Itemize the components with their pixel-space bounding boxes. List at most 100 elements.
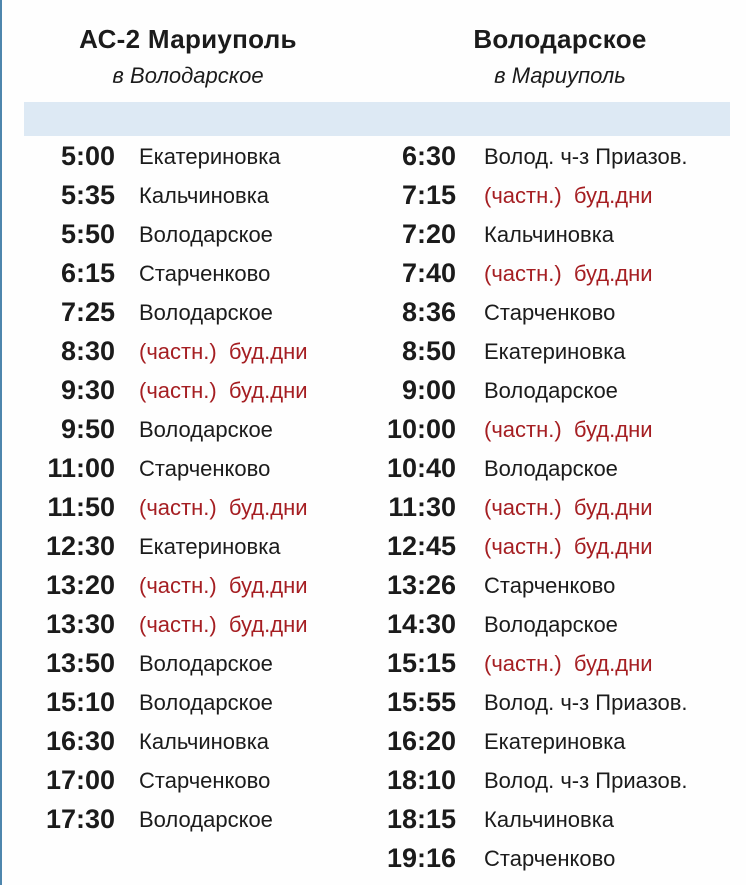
schedule-row: 15:10 Володарское	[2, 683, 374, 722]
schedule-row: 8:30 (частн.) буд.дни	[2, 332, 374, 371]
destination-label: (частн.) буд.дни	[484, 494, 653, 520]
destination-label: Володарское	[139, 221, 273, 247]
return-station-title: Володарское	[473, 24, 647, 54]
schedule-row: 11:50 (частн.) буд.дни	[2, 488, 374, 527]
schedule-row: 7:40 (частн.) буд.дни	[374, 254, 746, 293]
departure-time: 15:55	[386, 687, 456, 717]
departure-time: 6:15	[60, 258, 115, 288]
destination-label: Кальчиновка	[484, 806, 615, 832]
schedule-column-to-mariupol: 6:30 Волод. ч-з Приазов. 7:15 (частн.) б…	[374, 137, 746, 878]
schedule-row: 16:30 Кальчиновка	[2, 722, 374, 761]
destination-label: Володарское	[139, 416, 273, 442]
schedule-row: 15:15 (частн.) буд.дни	[374, 644, 746, 683]
departure-time: 6:30	[401, 141, 456, 171]
destination-label: Кальчиновка	[139, 182, 270, 208]
departure-time: 7:40	[401, 258, 456, 288]
schedule-column-to-volodarske: 5:00 Екатериновка 5:35 Кальчиновка 5:50 …	[2, 137, 374, 878]
departure-time: 11:30	[388, 492, 456, 522]
departure-direction-subtitle: в Володарское	[112, 63, 264, 88]
departure-time: 12:30	[45, 531, 115, 561]
departure-time: 9:50	[60, 414, 115, 444]
header-divider-band	[24, 102, 730, 136]
schedule-row: 12:45 (частн.) буд.дни	[374, 527, 746, 566]
departure-time: 14:30	[386, 609, 456, 639]
schedule-row: 8:36 Старченково	[374, 293, 746, 332]
schedule-row: 18:15 Кальчиновка	[374, 800, 746, 839]
departure-time: 7:25	[60, 297, 115, 327]
schedule-row: 5:50 Володарское	[2, 215, 374, 254]
destination-label: Володарское	[139, 650, 273, 676]
departure-time: 7:15	[401, 180, 456, 210]
destination-label: (частн.) буд.дни	[484, 260, 653, 286]
destination-label: Володарское	[484, 377, 618, 403]
destination-label: Старченково	[484, 845, 616, 871]
departure-time: 13:30	[45, 609, 115, 639]
schedule-row: 5:35 Кальчиновка	[2, 176, 374, 215]
schedule-row: 13:20 (частн.) буд.дни	[2, 566, 374, 605]
header-departure-mariupol: АС-2 Мариуполь в Володарское	[2, 24, 374, 89]
departure-time: 13:20	[45, 570, 115, 600]
destination-label: Екатериновка	[484, 728, 626, 754]
departure-time: 8:50	[401, 336, 456, 366]
destination-label: Волод. ч-з Приазов.	[484, 767, 688, 793]
destination-label: Екатериновка	[139, 533, 281, 559]
destination-label: (частн.) буд.дни	[139, 377, 308, 403]
destination-label: Старченково	[139, 260, 271, 286]
destination-label: Старченково	[139, 455, 271, 481]
departure-time: 7:20	[401, 219, 456, 249]
schedule-row: 10:00 (частн.) буд.дни	[374, 410, 746, 449]
destination-label: (частн.) буд.дни	[139, 572, 308, 598]
return-direction-subtitle: в Мариуполь	[494, 63, 626, 88]
destination-label: Волод. ч-з Приазов.	[484, 689, 688, 715]
schedule-row: 11:30 (частн.) буд.дни	[374, 488, 746, 527]
destination-label: (частн.) буд.дни	[484, 182, 653, 208]
destination-label: Старченково	[484, 572, 616, 598]
departure-time: 10:00	[386, 414, 456, 444]
destination-label: Екатериновка	[139, 143, 281, 169]
schedule-row: 18:10 Волод. ч-з Приазов.	[374, 761, 746, 800]
schedule-row: 12:30 Екатериновка	[2, 527, 374, 566]
schedule-row: 6:30 Волод. ч-з Приазов.	[374, 137, 746, 176]
schedule-row: 7:15 (частн.) буд.дни	[374, 176, 746, 215]
schedule-row: 15:55 Волод. ч-з Приазов.	[374, 683, 746, 722]
destination-label: Володарское	[484, 611, 618, 637]
destination-label: Володарское	[139, 689, 273, 715]
departure-time: 9:00	[401, 375, 456, 405]
destination-label: (частн.) буд.дни	[139, 611, 308, 637]
destination-label: Старченково	[139, 767, 271, 793]
destination-label: Володарское	[139, 806, 273, 832]
departure-time: 18:10	[386, 765, 456, 795]
schedule-row: 5:00 Екатериновка	[2, 137, 374, 176]
schedule-row: 7:25 Володарское	[2, 293, 374, 332]
departure-time: 9:30	[60, 375, 115, 405]
departure-time: 17:30	[45, 804, 115, 834]
destination-label: Володарское	[484, 455, 618, 481]
header-departure-volodarske: Володарское в Мариуполь	[374, 24, 746, 89]
departure-time: 11:50	[47, 492, 115, 522]
departure-time: 17:00	[45, 765, 115, 795]
destination-label: (частн.) буд.дни	[484, 650, 653, 676]
schedule-row: 10:40 Володарское	[374, 449, 746, 488]
schedule-row: 9:50 Володарское	[2, 410, 374, 449]
schedule-row: 7:20 Кальчиновка	[374, 215, 746, 254]
destination-label: Екатериновка	[484, 338, 626, 364]
schedule-columns: 5:00 Екатериновка 5:35 Кальчиновка 5:50 …	[2, 137, 746, 878]
departure-time: 12:45	[386, 531, 456, 561]
departure-time: 5:50	[60, 219, 115, 249]
departure-time: 8:30	[60, 336, 115, 366]
schedule-row: 13:50 Володарское	[2, 644, 374, 683]
departure-time: 13:26	[386, 570, 456, 600]
departure-time: 15:10	[45, 687, 115, 717]
destination-label: Волод. ч-з Приазов.	[484, 143, 688, 169]
destination-label: Старченково	[484, 299, 616, 325]
timetable-headers: АС-2 Мариуполь в Володарское Володарское…	[2, 0, 746, 89]
departure-time: 11:00	[47, 453, 115, 483]
schedule-row: 17:00 Старченково	[2, 761, 374, 800]
departure-time: 19:16	[386, 843, 456, 873]
departure-time: 16:20	[386, 726, 456, 756]
schedule-row: 13:26 Старченково	[374, 566, 746, 605]
schedule-row: 19:16 Старченково	[374, 839, 746, 878]
destination-label: (частн.) буд.дни	[139, 338, 308, 364]
schedule-row: 13:30 (частн.) буд.дни	[2, 605, 374, 644]
destination-label: (частн.) буд.дни	[484, 416, 653, 442]
